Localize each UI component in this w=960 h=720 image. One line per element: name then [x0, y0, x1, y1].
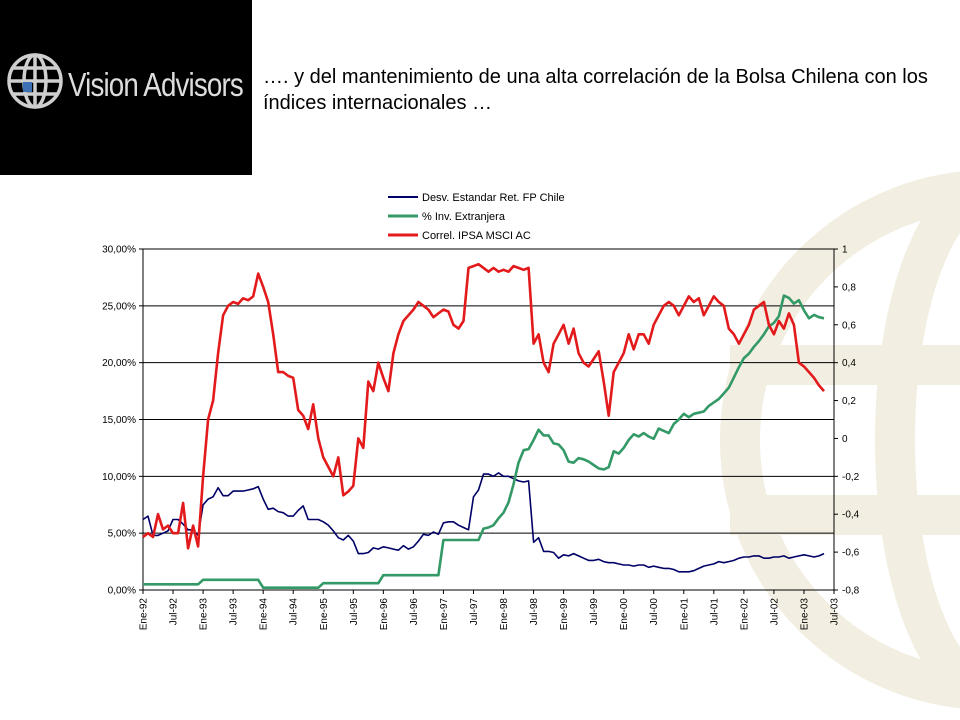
legend-label-foreign: % Inv. Extranjera [422, 211, 506, 223]
x-tick-label: Ene-03 [799, 598, 810, 631]
y-right-tick-label: 0,6 [842, 320, 856, 331]
y-left-tick-label: 5,00% [108, 529, 136, 540]
series-line-correl [142, 262, 825, 550]
x-tick-label: Jul-92 [169, 598, 180, 626]
x-tick-label: Ene-94 [259, 598, 270, 631]
tick-labels: 0,00% 5,00% 10,00% 15,00% 20,00% 25,00% 30,00%… [102, 245, 860, 631]
y-right-tick-label: 0,8 [842, 282, 856, 293]
x-tick-label: Jul-97 [469, 598, 480, 626]
legend-label-correl: Correl. IPSA MSCI AC [422, 230, 531, 242]
y-right-tick-label: 0 [842, 434, 848, 445]
x-tick-label: Ene-02 [739, 598, 750, 631]
x-tick-label: Jul-95 [349, 598, 360, 626]
logo-text: Vision Advisors [68, 66, 244, 103]
y-left-tick-label: 20,00% [102, 358, 136, 369]
x-tick-label: Jul-02 [769, 598, 780, 626]
y-right-tick-label: -0,2 [842, 472, 860, 483]
x-tick-label: Ene-98 [499, 598, 510, 631]
x-tick-label: Jul-03 [830, 598, 841, 626]
y-right-tick-label: -0,6 [842, 548, 860, 559]
x-tick-label: Jul-98 [529, 598, 540, 626]
y-right-tick-label: -0,8 [842, 586, 860, 597]
x-tick-label: Ene-01 [679, 598, 690, 631]
y-left-tick-label: 0,00% [108, 586, 136, 597]
y-left-tick-label: 15,00% [102, 415, 136, 426]
legend: Desv. Estandar Ret. FP Chile % Inv. Extr… [388, 192, 565, 242]
series-lines [142, 262, 825, 590]
axes [139, 248, 838, 594]
legend-label-std: Desv. Estandar Ret. FP Chile [422, 192, 565, 204]
x-tick-label: Ene-99 [559, 598, 570, 631]
y-left-tick-label: 30,00% [102, 245, 136, 256]
x-tick-label: Jul-93 [229, 598, 240, 626]
globe-logo-icon [7, 53, 63, 109]
y-left-tick-label: 25,00% [102, 301, 136, 312]
x-tick-label: Ene-96 [379, 598, 390, 631]
series-line-std [142, 472, 825, 573]
y-left-tick-label: 10,00% [102, 472, 136, 483]
y-right-tick-label: -0,4 [842, 510, 860, 521]
y-right-tick-label: 1 [842, 245, 848, 256]
x-tick-label: Jul-96 [409, 598, 420, 626]
x-tick-label: Jul-00 [649, 598, 660, 626]
x-tick-label: Jul-99 [589, 598, 600, 626]
x-tick-label: Ene-97 [439, 598, 450, 631]
x-tick-label: Ene-92 [139, 598, 150, 631]
y-right-tick-label: 0,2 [842, 396, 856, 407]
slide-title: …. y del mantenimiento de una alta corre… [263, 66, 928, 114]
x-tick-label: Jul-94 [289, 598, 300, 626]
x-tick-label: Ene-95 [319, 598, 330, 631]
line-chart: Desv. Estandar Ret. FP Chile % Inv. Extr… [102, 192, 860, 631]
y-right-tick-label: 0,4 [842, 358, 856, 369]
globe-watermark-icon [720, 171, 960, 709]
series-line-foreign [143, 294, 825, 590]
x-tick-label: Jul-01 [709, 598, 720, 626]
x-tick-label: Ene-00 [619, 598, 630, 631]
logo-panel: Vision Advisors [0, 0, 252, 175]
x-tick-label: Ene-93 [199, 598, 210, 631]
